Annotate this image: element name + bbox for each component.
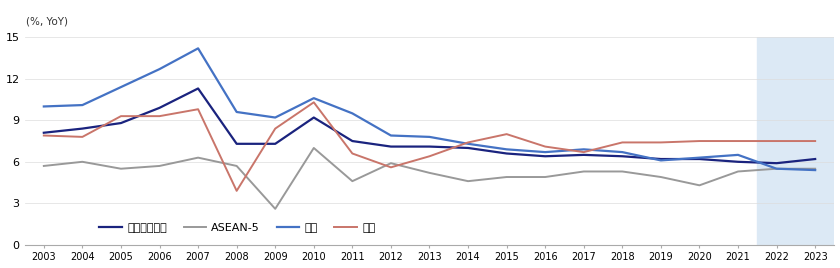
중국 [424,135,434,139]
중국 [39,105,49,108]
아시아신흥국 [424,145,434,148]
중국 [386,134,396,137]
아시아신흥국 [695,157,705,161]
인도 [424,155,434,158]
아시아신흥국 [155,106,165,109]
인도 [501,132,512,136]
중국 [155,68,165,71]
인도 [270,127,281,130]
아시아신흥국 [463,146,473,150]
중국 [810,169,820,172]
인도 [810,139,820,143]
중국 [695,156,705,159]
ASEAN-5 [695,184,705,187]
인도 [463,141,473,144]
ASEAN-5 [309,146,319,150]
아시아신흥국 [656,157,666,161]
인도 [772,139,782,143]
인도 [232,189,242,192]
ASEAN-5 [656,176,666,179]
Line: 인도: 인도 [44,102,815,191]
인도 [155,114,165,118]
아시아신흥국 [501,152,512,155]
인도 [386,166,396,169]
아시아신흥국 [540,155,550,158]
중국 [501,148,512,151]
아시아신흥국 [617,155,627,158]
ASEAN-5 [579,170,589,173]
중국 [617,151,627,154]
ASEAN-5 [232,164,242,168]
ASEAN-5 [424,171,434,174]
아시아신흥국 [733,160,743,163]
중국 [733,153,743,157]
아시아신흥국 [39,131,49,134]
ASEAN-5 [540,176,550,179]
아시아신흥국 [386,145,396,148]
인도 [309,101,319,104]
ASEAN-5 [501,176,512,179]
아시아신흥국 [772,162,782,165]
인도 [695,139,705,143]
아시아신흥국 [810,157,820,161]
ASEAN-5 [155,164,165,168]
중국 [77,103,87,107]
ASEAN-5 [772,167,782,170]
ASEAN-5 [463,180,473,183]
ASEAN-5 [193,156,203,159]
ASEAN-5 [617,170,627,173]
아시아신흥국 [77,127,87,130]
인도 [39,134,49,137]
인도 [77,135,87,139]
중국 [540,151,550,154]
중국 [579,148,589,151]
아시아신흥국 [232,142,242,146]
인도 [540,145,550,148]
아시아신흥국 [309,116,319,119]
중국 [193,47,203,50]
Bar [758,37,834,245]
아시아신흥국 [116,121,126,125]
인도 [193,108,203,111]
중국 [347,112,357,115]
중국 [772,167,782,170]
ASEAN-5 [77,160,87,163]
아시아신흥국 [270,142,281,146]
중국 [656,159,666,162]
중국 [116,85,126,89]
ASEAN-5 [386,162,396,165]
ASEAN-5 [810,167,820,170]
인도 [347,152,357,155]
중국 [270,116,281,119]
ASEAN-5 [116,167,126,170]
중국 [309,96,319,100]
인도 [617,141,627,144]
ASEAN-5 [270,207,281,210]
ASEAN-5 [347,180,357,183]
Text: (%, YoY): (%, YoY) [27,16,69,26]
중국 [232,110,242,114]
중국 [463,142,473,146]
인도 [116,114,126,118]
아시아신흥국 [347,139,357,143]
아시아신흥국 [193,87,203,90]
인도 [579,151,589,154]
아시아신흥국 [579,153,589,157]
ASEAN-5 [733,170,743,173]
Line: 아시아신흥국: 아시아신흥국 [44,88,815,163]
ASEAN-5 [39,164,49,168]
Line: 중국: 중국 [44,48,815,170]
인도 [656,141,666,144]
Line: ASEAN-5: ASEAN-5 [44,148,815,209]
Legend: 아시아신흥국, ASEAN-5, 중국, 인도: 아시아신흥국, ASEAN-5, 중국, 인도 [95,218,380,237]
인도 [733,139,743,143]
